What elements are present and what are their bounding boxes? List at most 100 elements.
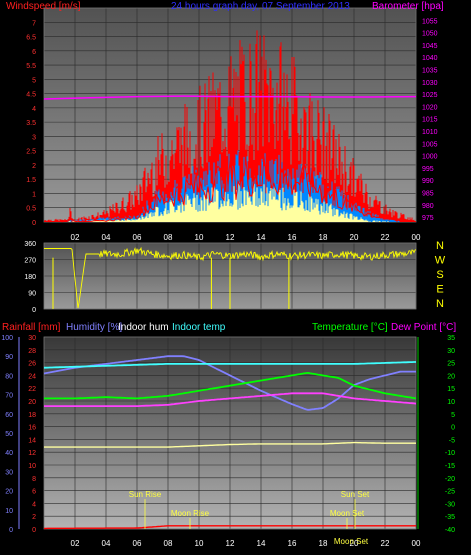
baro-y-tick-label: 1040 <box>422 55 438 62</box>
humidity-y-tick-label: 60 <box>5 412 13 419</box>
wind-y-tick-label: 2 <box>32 163 36 170</box>
temp-x-tick-label: 10 <box>195 539 204 548</box>
rain-y-tick-label: 10 <box>28 463 36 470</box>
wind-x-tick-label: 04 <box>102 233 111 242</box>
rain-y-tick-label: 30 <box>28 335 36 342</box>
humidity-y-tick-label: 20 <box>5 489 13 496</box>
temp-y-tick-label: 30 <box>447 348 455 355</box>
temp-y-tick-label: 0 <box>451 425 455 432</box>
temp-y-tick-label: -40 <box>445 527 455 534</box>
wind-x-tick-label: 12 <box>226 233 235 242</box>
temp-y-tick-label: -5 <box>449 437 455 444</box>
legend-label: Rainfall [mm] <box>2 322 61 333</box>
baro-y-tick-label: 1000 <box>422 154 438 161</box>
wind-y-tick-label: 6.5 <box>26 35 36 42</box>
rain-y-tick-label: 22 <box>28 386 36 393</box>
baro-y-tick-label: 1045 <box>422 43 438 50</box>
series-line-5 <box>44 525 416 530</box>
rain-y-tick-label: 16 <box>28 425 36 432</box>
wind-x-tick-label: 14 <box>257 233 266 242</box>
event-label: Moon Set <box>334 537 369 546</box>
wind-direction-line <box>44 246 417 309</box>
baro-y-tick-label: 1030 <box>422 80 438 87</box>
wind-x-tick-label: 22 <box>381 233 390 242</box>
rain-y-tick-label: 4 <box>32 501 36 508</box>
temp-x-tick-label: 00 <box>412 539 421 548</box>
wind-x-tick-label: 20 <box>350 233 359 242</box>
temp-x-tick-label: 02 <box>71 539 80 548</box>
compass-label: S <box>436 269 443 281</box>
baro-y-tick-label: 1035 <box>422 67 438 74</box>
temp-x-tick-label: 22 <box>381 539 390 548</box>
series-line-2 <box>44 371 417 400</box>
baro-y-tick-label: 1050 <box>422 31 438 38</box>
wind-x-tick-label: 06 <box>133 233 142 242</box>
rain-y-tick-label: 18 <box>28 412 36 419</box>
wind-y-tick-label: 3.5 <box>26 120 36 127</box>
temp-y-tick-label: 35 <box>447 335 455 342</box>
wind-x-tick-label: 10 <box>195 233 204 242</box>
series-line-4 <box>44 441 416 448</box>
direction-y-tick-label: 360 <box>24 241 36 248</box>
wind-y-tick-label: 5.5 <box>26 63 36 70</box>
event-label: Moon Rise <box>171 509 210 518</box>
humidity-y-tick-label: 70 <box>5 393 13 400</box>
humidity-y-tick-label: 100 <box>1 335 13 342</box>
rain-y-tick-label: 0 <box>32 527 36 534</box>
legend-label: Indoor temp <box>172 322 226 333</box>
baro-y-tick-label: 1055 <box>422 18 438 25</box>
direction-y-tick-label: 270 <box>24 258 36 265</box>
temp-y-tick-label: -20 <box>445 476 455 483</box>
temp-y-tick-label: -30 <box>445 501 455 508</box>
wind-x-tick-label: 16 <box>288 233 297 242</box>
legend-label: Dew Point [°C] <box>391 322 456 333</box>
baro-y-tick-label: 995 <box>422 166 434 173</box>
rain-y-tick-label: 8 <box>32 476 36 483</box>
wind-axis-title: Windspeed [m/s] <box>6 1 81 12</box>
event-label: Sun Rise <box>129 490 162 499</box>
wind-y-tick-label: 4 <box>32 106 36 113</box>
temp-y-tick-label: -10 <box>445 450 455 457</box>
barometer-line <box>43 95 417 100</box>
temp-y-tick-label: -35 <box>445 514 455 521</box>
direction-y-tick-label: 90 <box>28 291 36 298</box>
series-line-1 <box>44 361 416 369</box>
wind-x-tick-label: 00 <box>412 233 421 242</box>
chart-title: 24 hours graph day, 07 September 2013 <box>171 1 350 12</box>
temp-x-tick-label: 12 <box>226 539 235 548</box>
temp-x-tick-label: 20 <box>350 539 359 548</box>
baro-y-tick-label: 1025 <box>422 92 438 99</box>
temp-y-tick-label: 25 <box>447 361 455 368</box>
legend-label: Temperature [°C] <box>312 322 388 333</box>
humidity-y-tick-label: 50 <box>5 431 13 438</box>
rain-y-tick-label: 6 <box>32 489 36 496</box>
baro-y-tick-label: 1015 <box>422 117 438 124</box>
rain-y-tick-label: 14 <box>28 437 36 444</box>
wind-y-tick-label: 6 <box>32 49 36 56</box>
temp-x-tick-label: 04 <box>102 539 111 548</box>
temp-y-tick-label: -15 <box>445 463 455 470</box>
wind-y-tick-label: 4.5 <box>26 92 36 99</box>
temp-x-tick-label: 08 <box>164 539 173 548</box>
legend-label: Indoor hum <box>118 322 169 333</box>
series-line-3 <box>44 392 417 407</box>
temp-y-tick-label: 15 <box>447 386 455 393</box>
rain-y-tick-label: 12 <box>28 450 36 457</box>
wind-y-tick-label: 7 <box>32 20 36 27</box>
baro-y-tick-label: 1010 <box>422 129 438 136</box>
baro-y-tick-label: 975 <box>422 215 434 222</box>
rain-y-tick-label: 2 <box>32 514 36 521</box>
rain-y-tick-label: 26 <box>28 361 36 368</box>
wind-x-tick-label: 08 <box>164 233 173 242</box>
wind-y-tick-label: 1 <box>32 191 36 198</box>
direction-y-tick-label: 180 <box>24 274 36 281</box>
wind-y-tick-label: 2.5 <box>26 149 36 156</box>
humidity-y-tick-label: 10 <box>5 508 13 515</box>
humidity-y-tick-label: 90 <box>5 354 13 361</box>
compass-label: E <box>436 284 443 296</box>
temp-y-tick-label: 5 <box>451 412 455 419</box>
baro-y-tick-label: 1020 <box>422 104 438 111</box>
temp-x-tick-label: 06 <box>133 539 142 548</box>
humidity-y-tick-label: 30 <box>5 469 13 476</box>
